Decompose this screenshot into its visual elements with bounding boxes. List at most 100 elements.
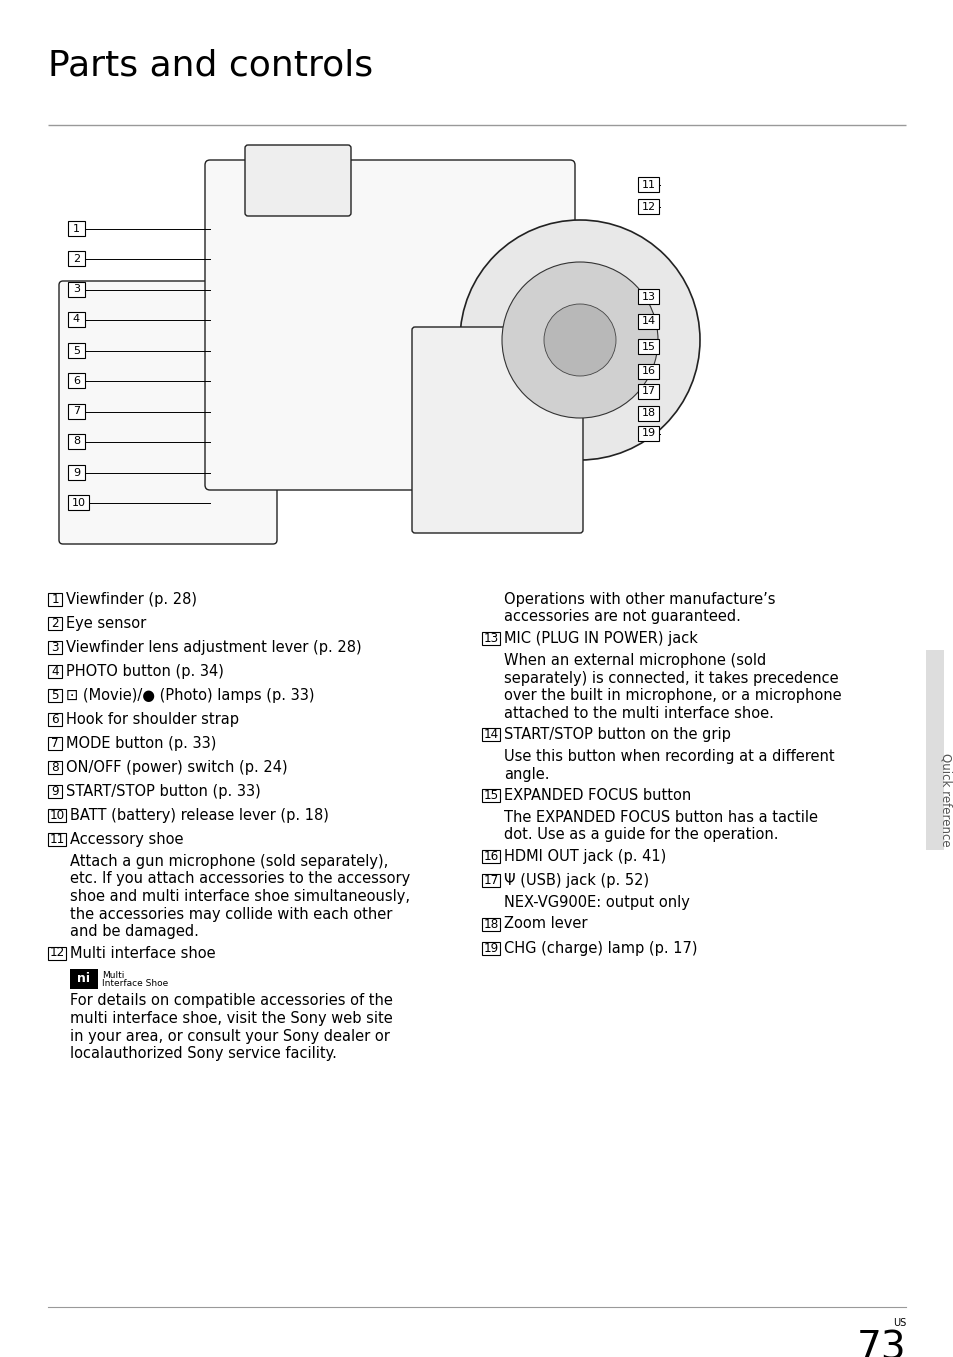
FancyBboxPatch shape	[412, 327, 582, 533]
Text: Zoom lever: Zoom lever	[503, 916, 587, 931]
Text: When an external microphone (sold: When an external microphone (sold	[503, 653, 765, 668]
Text: Attach a gun microphone (sold separately),: Attach a gun microphone (sold separately…	[70, 854, 388, 868]
Text: 18: 18	[483, 917, 498, 931]
Text: 10: 10	[71, 498, 86, 508]
Circle shape	[543, 304, 616, 376]
Text: Operations with other manufacture’s: Operations with other manufacture’s	[503, 592, 775, 607]
Text: 19: 19	[640, 429, 655, 438]
FancyBboxPatch shape	[48, 784, 62, 798]
Text: 2: 2	[72, 254, 80, 263]
Text: BATT (battery) release lever (p. 18): BATT (battery) release lever (p. 18)	[70, 807, 329, 822]
FancyBboxPatch shape	[68, 343, 85, 358]
Text: Multi: Multi	[102, 970, 124, 980]
Text: MODE button (p. 33): MODE button (p. 33)	[66, 735, 216, 750]
Text: 17: 17	[640, 387, 655, 396]
FancyBboxPatch shape	[925, 650, 943, 849]
Text: 8: 8	[72, 437, 80, 446]
FancyBboxPatch shape	[68, 221, 85, 236]
Text: Viewfinder (p. 28): Viewfinder (p. 28)	[66, 592, 196, 607]
FancyBboxPatch shape	[638, 339, 659, 354]
Text: 8: 8	[51, 761, 59, 773]
Text: multi interface shoe, visit the Sony web site: multi interface shoe, visit the Sony web…	[70, 1011, 393, 1026]
FancyBboxPatch shape	[638, 313, 659, 328]
Text: 13: 13	[483, 632, 498, 645]
FancyBboxPatch shape	[48, 689, 62, 702]
FancyBboxPatch shape	[68, 495, 89, 510]
Text: 18: 18	[640, 408, 655, 418]
FancyBboxPatch shape	[638, 426, 659, 441]
Text: 4: 4	[51, 665, 59, 678]
FancyBboxPatch shape	[48, 761, 62, 773]
FancyBboxPatch shape	[48, 833, 66, 845]
Text: Eye sensor: Eye sensor	[66, 616, 146, 631]
FancyBboxPatch shape	[481, 917, 499, 931]
Text: START/STOP button (p. 33): START/STOP button (p. 33)	[66, 784, 260, 799]
Text: For details on compatible accessories of the: For details on compatible accessories of…	[70, 993, 393, 1008]
Text: EXPANDED FOCUS button: EXPANDED FOCUS button	[503, 788, 691, 803]
Text: HDMI OUT jack (p. 41): HDMI OUT jack (p. 41)	[503, 849, 665, 864]
Text: 5: 5	[73, 346, 80, 356]
FancyBboxPatch shape	[48, 617, 62, 630]
Text: START/STOP button on the grip: START/STOP button on the grip	[503, 727, 730, 742]
FancyBboxPatch shape	[48, 665, 62, 678]
Text: 73: 73	[856, 1330, 905, 1357]
FancyBboxPatch shape	[48, 593, 62, 607]
Text: 6: 6	[73, 376, 80, 385]
FancyBboxPatch shape	[68, 373, 85, 388]
FancyBboxPatch shape	[70, 969, 98, 988]
Text: 6: 6	[51, 712, 59, 726]
Text: Multi interface shoe: Multi interface shoe	[70, 946, 215, 961]
Text: ON/OFF (power) switch (p. 24): ON/OFF (power) switch (p. 24)	[66, 760, 287, 775]
Text: ni: ni	[77, 972, 91, 985]
Text: 9: 9	[72, 468, 80, 478]
Text: the accessories may collide with each other: the accessories may collide with each ot…	[70, 906, 392, 921]
Text: The EXPANDED FOCUS button has a tactile: The EXPANDED FOCUS button has a tactile	[503, 810, 817, 825]
Text: and be damaged.: and be damaged.	[70, 924, 198, 939]
FancyBboxPatch shape	[245, 145, 351, 216]
FancyBboxPatch shape	[205, 160, 575, 490]
Text: MIC (PLUG IN POWER) jack: MIC (PLUG IN POWER) jack	[503, 631, 698, 646]
Text: 12: 12	[640, 201, 655, 212]
Text: 3: 3	[73, 285, 80, 294]
FancyBboxPatch shape	[48, 641, 62, 654]
Text: 1: 1	[51, 593, 59, 607]
FancyBboxPatch shape	[481, 849, 499, 863]
Text: Quick reference: Quick reference	[939, 753, 951, 847]
Text: 13: 13	[640, 292, 655, 301]
FancyBboxPatch shape	[48, 809, 66, 822]
Text: 16: 16	[483, 849, 498, 863]
FancyBboxPatch shape	[481, 632, 499, 645]
FancyBboxPatch shape	[68, 282, 85, 297]
Text: Parts and controls: Parts and controls	[48, 47, 373, 81]
Text: 15: 15	[483, 788, 498, 802]
Text: US: US	[892, 1318, 905, 1329]
Text: 12: 12	[50, 946, 65, 959]
FancyBboxPatch shape	[68, 404, 85, 419]
FancyBboxPatch shape	[638, 199, 659, 214]
FancyBboxPatch shape	[59, 281, 276, 544]
Text: 4: 4	[72, 315, 80, 324]
Text: accessories are not guaranteed.: accessories are not guaranteed.	[503, 609, 740, 624]
Text: Interface Shoe: Interface Shoe	[102, 978, 168, 988]
Text: 15: 15	[640, 342, 655, 351]
Text: ⊡ (Movie)/● (Photo) lamps (p. 33): ⊡ (Movie)/● (Photo) lamps (p. 33)	[66, 688, 314, 703]
Text: 19: 19	[483, 942, 498, 954]
FancyBboxPatch shape	[68, 434, 85, 449]
Text: attached to the multi interface shoe.: attached to the multi interface shoe.	[503, 706, 773, 721]
Text: Ψ (USB) jack (p. 52): Ψ (USB) jack (p. 52)	[503, 873, 648, 887]
FancyBboxPatch shape	[68, 465, 85, 480]
Text: 17: 17	[483, 874, 498, 887]
Text: 2: 2	[51, 617, 59, 630]
FancyBboxPatch shape	[68, 251, 85, 266]
Text: 7: 7	[72, 407, 80, 417]
Circle shape	[501, 262, 658, 418]
FancyBboxPatch shape	[638, 289, 659, 304]
FancyBboxPatch shape	[638, 406, 659, 421]
Text: 16: 16	[640, 366, 655, 376]
FancyBboxPatch shape	[638, 364, 659, 379]
Circle shape	[459, 220, 700, 460]
Text: NEX-VG900E: output only: NEX-VG900E: output only	[503, 896, 689, 911]
FancyBboxPatch shape	[638, 384, 659, 399]
Text: localauthorized Sony service facility.: localauthorized Sony service facility.	[70, 1046, 336, 1061]
Text: Viewfinder lens adjustment lever (p. 28): Viewfinder lens adjustment lever (p. 28)	[66, 641, 361, 655]
